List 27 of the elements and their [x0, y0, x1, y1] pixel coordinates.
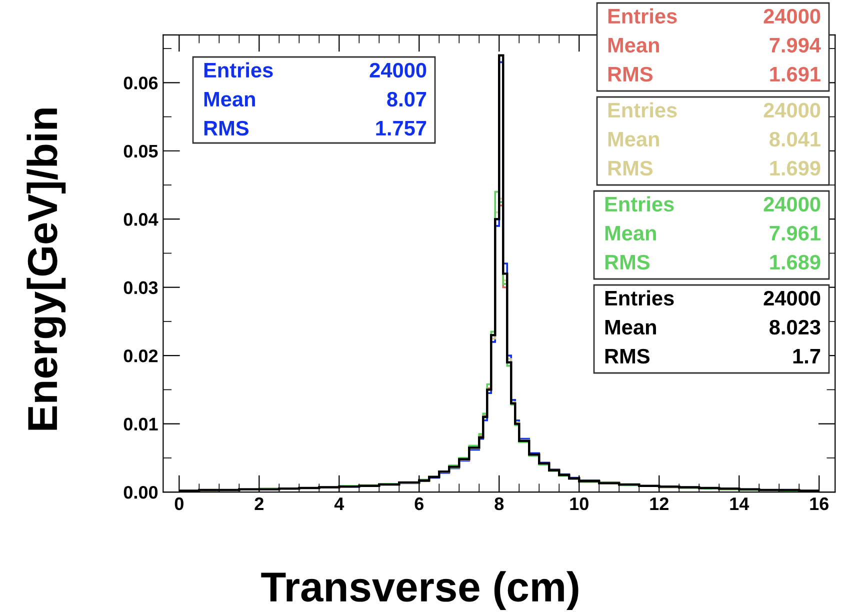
y-tick-label: 0.03	[124, 281, 158, 294]
x-axis-title: Transverse (cm)	[261, 571, 578, 610]
y-tick-label: 0.05	[124, 144, 158, 158]
y-axis-title: Energy[GeV]/bin	[26, 108, 66, 430]
x-tick-label: 10	[570, 497, 588, 510]
text: Entries 24000	[204, 62, 426, 78]
x-tick-label: 12	[650, 497, 668, 510]
text: RMS 1.757	[204, 120, 426, 136]
x-tick-label: 0	[174, 497, 184, 510]
y-tick-label: 0.06	[124, 76, 158, 90]
text: Mean 7.994	[608, 38, 821, 53]
x-tick-label: 6	[414, 497, 424, 510]
x-tick-label: 14	[730, 498, 750, 510]
y-tick-label: 0.02	[124, 350, 158, 362]
text: RMS 1.691	[608, 66, 820, 82]
y-tick-label: 0.01	[124, 418, 158, 431]
text: Mean 8.07	[204, 92, 426, 107]
x-tick-label: 8	[494, 497, 504, 510]
text: Entries 24000	[608, 8, 820, 24]
y-tick-label: 0.04	[124, 213, 158, 226]
text: RMS 1.699	[608, 160, 820, 176]
text: Mean 8.041	[608, 132, 820, 147]
x-tick-label: 4	[334, 498, 344, 510]
y-tick-label: 0.00	[124, 486, 158, 499]
x-tick-label: 16	[810, 497, 829, 510]
text: Entries 24000	[608, 102, 820, 118]
x-tick-label: 2	[254, 497, 264, 510]
